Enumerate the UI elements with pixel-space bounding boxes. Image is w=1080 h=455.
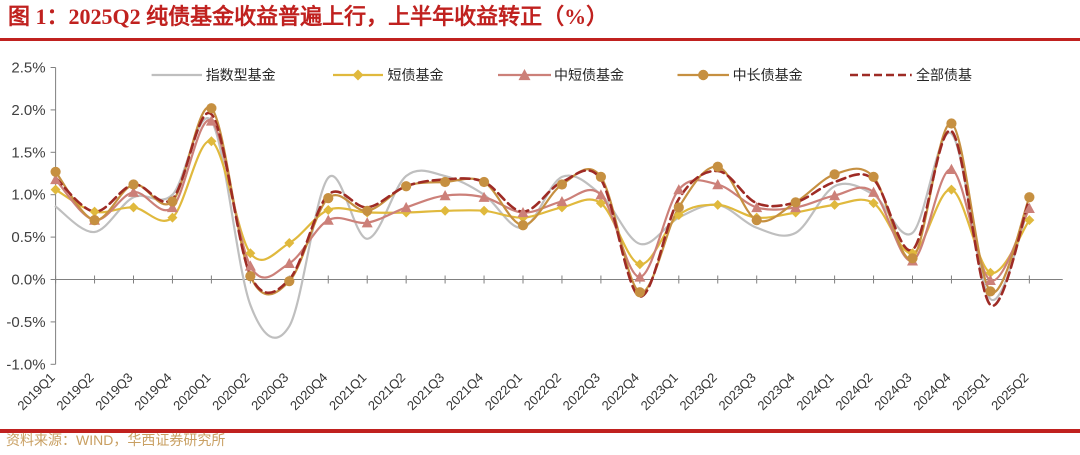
svg-text:短债基金: 短债基金 <box>388 67 444 83</box>
svg-text:2020Q2: 2020Q2 <box>209 370 252 413</box>
svg-text:2023Q3: 2023Q3 <box>716 370 759 413</box>
svg-text:2.5%: 2.5% <box>11 60 45 77</box>
svg-text:2020Q4: 2020Q4 <box>287 370 330 413</box>
svg-text:2024Q3: 2024Q3 <box>871 370 914 413</box>
svg-text:2024Q2: 2024Q2 <box>832 370 875 413</box>
svg-text:2021Q4: 2021Q4 <box>443 370 486 413</box>
svg-text:2019Q4: 2019Q4 <box>131 370 174 413</box>
svg-text:2021Q2: 2021Q2 <box>365 370 408 413</box>
svg-text:0.0%: 0.0% <box>11 272 45 289</box>
svg-text:2023Q2: 2023Q2 <box>677 370 720 413</box>
svg-text:2022Q3: 2022Q3 <box>560 370 603 413</box>
svg-text:2021Q3: 2021Q3 <box>404 370 447 413</box>
svg-text:2025Q1: 2025Q1 <box>949 370 992 413</box>
svg-text:0.5%: 0.5% <box>11 229 45 246</box>
svg-text:2.0%: 2.0% <box>11 102 45 119</box>
svg-text:2020Q1: 2020Q1 <box>170 370 213 413</box>
svg-text:2023Q4: 2023Q4 <box>754 370 797 413</box>
svg-text:全部债基: 全部债基 <box>916 67 972 83</box>
svg-text:1.0%: 1.0% <box>11 187 45 204</box>
svg-text:-1.0%: -1.0% <box>6 356 45 373</box>
svg-text:指数型基金: 指数型基金 <box>206 67 276 83</box>
svg-text:-0.5%: -0.5% <box>6 314 45 331</box>
svg-text:2020Q3: 2020Q3 <box>248 370 291 413</box>
svg-text:2019Q3: 2019Q3 <box>92 370 135 413</box>
svg-text:中长债基金: 中长债基金 <box>733 67 803 83</box>
svg-text:资料来源：WIND，华西证券研究所: 资料来源：WIND，华西证券研究所 <box>6 432 225 448</box>
svg-text:1.5%: 1.5% <box>11 144 45 161</box>
svg-text:2022Q2: 2022Q2 <box>521 370 564 413</box>
svg-text:2019Q1: 2019Q1 <box>14 370 57 413</box>
svg-text:2025Q2: 2025Q2 <box>988 370 1031 413</box>
svg-text:2024Q4: 2024Q4 <box>910 370 953 413</box>
svg-text:2022Q1: 2022Q1 <box>482 370 525 413</box>
svg-text:2023Q1: 2023Q1 <box>638 370 681 413</box>
svg-text:2024Q1: 2024Q1 <box>793 370 836 413</box>
svg-text:中短债基金: 中短债基金 <box>554 67 624 83</box>
svg-text:图 1：2025Q2 纯债基金收益普遍上行，上半年收益转正（: 图 1：2025Q2 纯债基金收益普遍上行，上半年收益转正（%） <box>8 4 608 29</box>
svg-text:2019Q2: 2019Q2 <box>53 370 96 413</box>
svg-text:2022Q4: 2022Q4 <box>599 370 642 413</box>
svg-text:2021Q1: 2021Q1 <box>326 370 369 413</box>
